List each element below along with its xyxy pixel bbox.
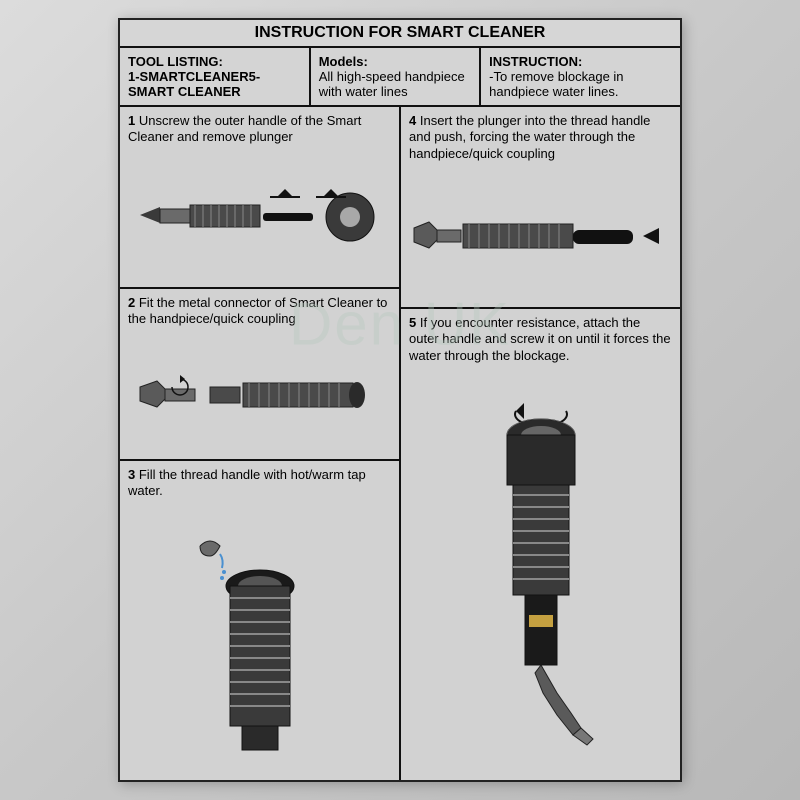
step-1-text: 1 Unscrew the outer handle of the Smart … [128,113,391,146]
step-1: 1 Unscrew the outer handle of the Smart … [120,107,399,289]
models-label: Models: [319,54,471,69]
step-3-text: 3 Fill the thread handle with hot/warm t… [128,467,391,500]
step-5-num: 5 [409,315,416,330]
step-5-body: If you encounter resistance, attach the … [409,315,671,363]
tool-line-2: SMART CLEANER [128,84,301,99]
instruction-label: INSTRUCTION: [489,54,672,69]
step-4-figure [409,168,672,303]
step-2: 2 Fit the metal connector of Smart Clean… [120,289,399,461]
step-4: 4 Insert the plunger into the thread han… [401,107,680,309]
step-3: 3 Fill the thread handle with hot/warm t… [120,461,399,780]
step-5: 5 If you encounter resistance, attach th… [401,309,680,780]
step-4-body: Insert the plunger into the thread handl… [409,113,650,161]
step-1-figure [128,152,391,284]
instruction-sheet: Den UK INSTRUCTION FOR SMART CLEANER TOO… [118,18,682,782]
header-tool-listing: TOOL LISTING: 1-SMARTCLEANER5- SMART CLE… [120,48,311,105]
step-4-num: 4 [409,113,416,128]
header-instruction: INSTRUCTION: -To remove blockage in hand… [481,48,680,105]
header-row: TOOL LISTING: 1-SMARTCLEANER5- SMART CLE… [120,48,680,107]
step-5-text: 5 If you encounter resistance, attach th… [409,315,672,364]
tool-label: TOOL LISTING: [128,54,301,69]
step-5-figure [409,370,672,776]
step-2-text: 2 Fit the metal connector of Smart Clean… [128,295,391,328]
tool-line-1: 1-SMARTCLEANER5- [128,69,301,84]
step-1-num: 1 [128,113,135,128]
step-3-body: Fill the thread handle with hot/warm tap… [128,467,366,498]
page-title: INSTRUCTION FOR SMART CLEANER [120,20,680,48]
right-column: 4 Insert the plunger into the thread han… [401,107,680,780]
step-3-num: 3 [128,467,135,482]
header-models: Models: All high-speed handpiece with wa… [311,48,481,105]
left-column: 1 Unscrew the outer handle of the Smart … [120,107,401,780]
models-text: All high-speed handpiece with water line… [319,69,471,99]
step-2-num: 2 [128,295,135,310]
step-2-figure [128,334,391,456]
step-1-body: Unscrew the outer handle of the Smart Cl… [128,113,361,144]
instruction-text: -To remove blockage in handpiece water l… [489,69,672,99]
step-3-figure [128,506,391,777]
steps-grid: 1 Unscrew the outer handle of the Smart … [120,107,680,780]
step-4-text: 4 Insert the plunger into the thread han… [409,113,672,162]
step-2-body: Fit the metal connector of Smart Cleaner… [128,295,387,326]
